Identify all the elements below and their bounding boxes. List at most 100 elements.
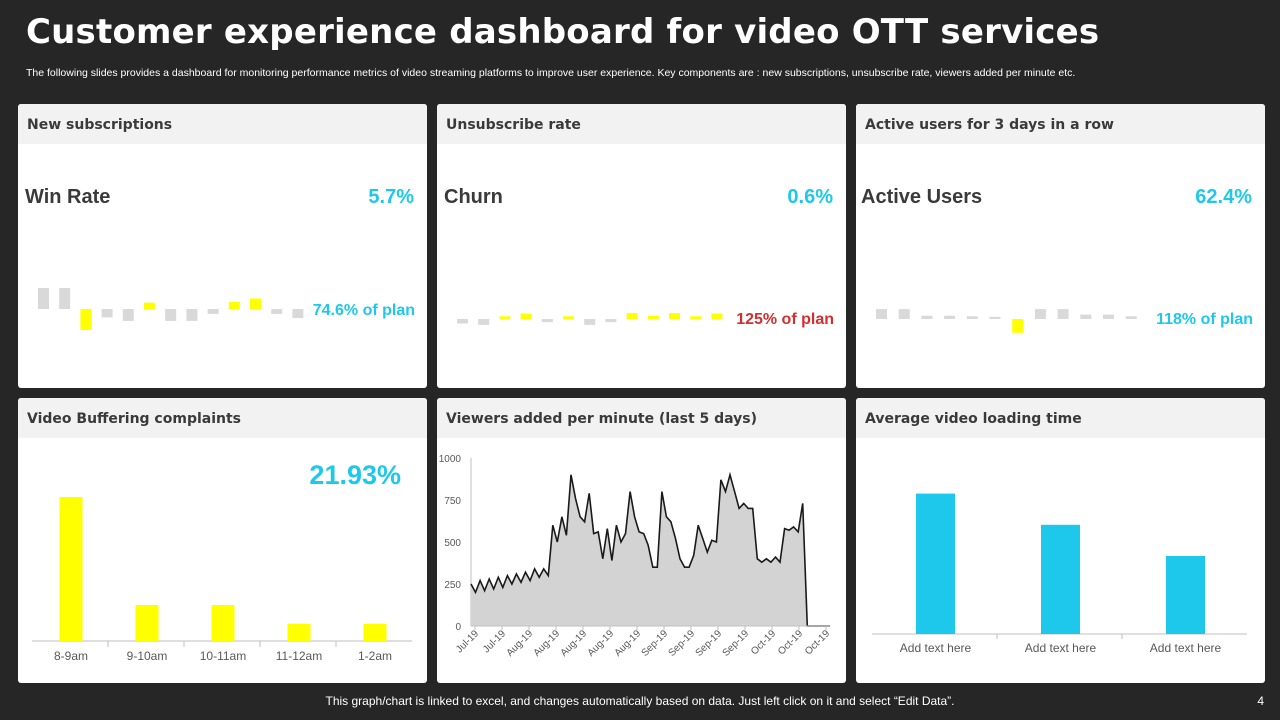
x-tick-label: Aug-19	[532, 628, 563, 659]
loading-title: Average video loading time	[856, 398, 1265, 438]
sparkline-bar	[1057, 309, 1069, 319]
x-tick-label: 8-9am	[54, 649, 88, 663]
buffering-bar	[363, 623, 387, 641]
sparkline-bar	[292, 309, 304, 319]
y-tick-label: 1000	[439, 454, 462, 465]
sparkline-bar	[122, 309, 134, 321]
active-users-sparkline	[876, 309, 1137, 333]
y-tick-label: 250	[444, 580, 461, 591]
sparkline-bar	[59, 288, 71, 309]
page-number: 4	[1257, 694, 1264, 708]
active-users-label: Active Users	[861, 186, 983, 208]
loading-chart: Add text here Add text here Add text here	[872, 493, 1247, 655]
x-tick-label: Aug-19	[613, 628, 644, 659]
buffering-bar	[135, 605, 159, 641]
sparkline-bar	[898, 309, 910, 319]
viewers-card: Viewers added per minute (last 5 days) 0…	[437, 398, 846, 683]
new-subscriptions-card: New subscriptions Win Rate 5.7% 74.6% of…	[18, 104, 427, 388]
loading-bar	[916, 493, 955, 634]
x-tick-label: Add text here	[1150, 641, 1222, 655]
win-rate-label: Win Rate	[25, 186, 111, 208]
buffering-title: Video Buffering complaints	[18, 398, 427, 438]
unsubscribe-rate-card: Unsubscribe rate Churn 0.6% 125% of plan	[437, 104, 846, 388]
sparkline-bar	[186, 309, 198, 321]
sparkline-bar	[605, 319, 617, 323]
unsubscribe-rate-title: Unsubscribe rate	[437, 104, 846, 144]
y-tick-label: 500	[444, 538, 461, 549]
buffering-bar	[59, 497, 83, 641]
churn-plan: 125% of plan	[736, 311, 834, 328]
sparkline-bar	[711, 313, 723, 319]
sparkline-bar	[207, 309, 219, 314]
buffering-bar	[211, 605, 235, 641]
buffering-big-value: 21.93%	[309, 460, 401, 490]
x-tick-label: Oct-19	[776, 628, 805, 657]
x-tick-label: Sep-19	[640, 628, 671, 659]
sparkline-bar	[144, 302, 155, 309]
sparkline-bar	[38, 288, 49, 309]
loading-card: Average video loading time Add text here…	[856, 398, 1265, 683]
churn-sparkline	[457, 313, 723, 325]
sparkline-bar	[690, 316, 702, 319]
sparkline-bar	[1080, 314, 1092, 319]
buffering-card: Video Buffering complaints 21.93% 8-9am 9…	[18, 398, 427, 683]
sparkline-bar	[457, 319, 468, 324]
x-tick-label: Oct-19	[803, 628, 832, 657]
new-subscriptions-title: New subscriptions	[18, 104, 427, 144]
x-tick-label: 11-12am	[276, 649, 322, 663]
win-rate-plan: 74.6% of plan	[312, 302, 415, 319]
buffering-chart: 8-9am 9-10am 10-11am 11-12am 1-2am	[32, 497, 412, 663]
sparkline-bar	[80, 309, 92, 330]
sparkline-bar	[271, 309, 283, 314]
y-tick-label: 0	[455, 622, 461, 633]
sparkline-bar	[876, 309, 887, 319]
churn-label: Churn	[444, 186, 503, 208]
page-title: Customer experience dashboard for video …	[26, 12, 1100, 52]
sparkline-bar	[563, 316, 574, 319]
page-subtitle: The following slides provides a dashboar…	[26, 67, 1076, 79]
x-tick-label: 9-10am	[127, 649, 168, 663]
viewers-area	[471, 474, 830, 626]
loading-bar	[1041, 524, 1080, 634]
x-tick-label: Sep-19	[667, 628, 698, 659]
sparkline-bar	[165, 309, 177, 321]
sparkline-bar	[989, 316, 1001, 319]
loading-bar	[1166, 556, 1205, 634]
x-tick-label: 10-11am	[200, 649, 246, 663]
sparkline-bar	[499, 316, 511, 319]
sparkline-bar	[541, 319, 553, 323]
sparkline-bar	[944, 315, 956, 319]
sparkline-bar	[921, 315, 933, 319]
sparkline-bar	[228, 302, 240, 309]
sparkline-bar	[626, 313, 638, 319]
viewers-title: Viewers added per minute (last 5 days)	[437, 398, 846, 438]
x-tick-label: Aug-19	[586, 628, 617, 659]
x-tick-label: Sep-19	[694, 628, 725, 659]
win-rate-value: 5.7%	[368, 186, 414, 208]
sparkline-bar	[1103, 314, 1114, 319]
sparkline-bar	[250, 298, 261, 309]
x-tick-label: Aug-19	[505, 628, 536, 659]
sparkline-bar	[647, 315, 659, 319]
churn-value: 0.6%	[787, 186, 833, 208]
x-tick-label: Add text here	[900, 641, 972, 655]
buffering-bar	[287, 623, 311, 641]
sparkline-bar	[966, 316, 978, 319]
active-users-plan: 118% of plan	[1156, 311, 1253, 328]
x-tick-label: 1-2am	[358, 649, 392, 663]
active-users-title: Active users for 3 days in a row	[856, 104, 1265, 144]
x-tick-label: Add text here	[1025, 641, 1097, 655]
sparkline-bar	[1125, 316, 1137, 319]
sparkline-bar	[1034, 309, 1046, 319]
footer-note: This graph/chart is linked to excel, and…	[325, 694, 955, 708]
active-users-value: 62.4%	[1195, 186, 1252, 208]
sparkline-bar	[520, 313, 532, 319]
active-users-card: Active users for 3 days in a row Active …	[856, 104, 1265, 388]
viewers-line	[470, 471, 830, 627]
x-tick-label: Sep-19	[721, 628, 752, 659]
sparkline-bar	[669, 313, 680, 319]
sparkline-bar	[101, 309, 113, 318]
y-tick-label: 750	[444, 496, 461, 507]
win-rate-sparkline	[38, 288, 304, 330]
